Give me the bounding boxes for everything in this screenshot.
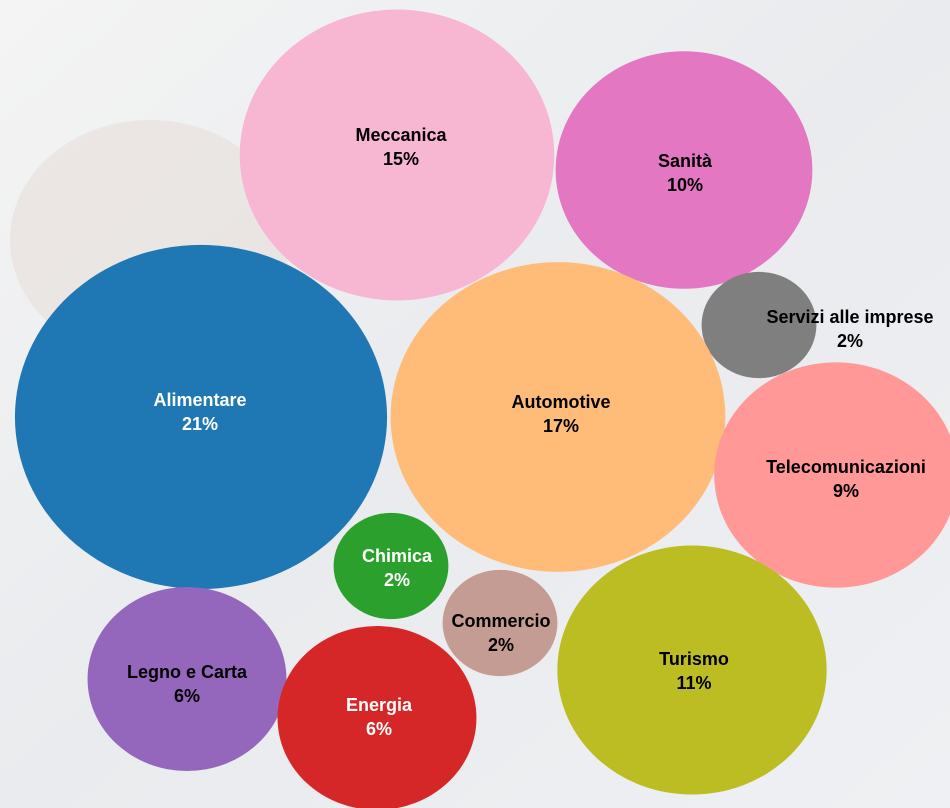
bubble bbox=[555, 51, 813, 289]
value-label: 2% bbox=[837, 331, 863, 351]
bubble-label: Automotive bbox=[512, 392, 611, 412]
bubble bbox=[333, 512, 449, 620]
value-label: 6% bbox=[174, 686, 200, 706]
value-label: 21% bbox=[182, 414, 218, 434]
bubble-label: Telecomunicazioni bbox=[766, 457, 926, 477]
bubble-label: Commercio bbox=[451, 611, 550, 631]
bubble bbox=[14, 244, 388, 590]
bubble-label: Legno e Carta bbox=[127, 662, 248, 682]
bubble bbox=[442, 569, 558, 677]
value-label: 2% bbox=[488, 635, 514, 655]
value-label: 9% bbox=[833, 481, 859, 501]
bubble-label: Meccanica bbox=[355, 125, 447, 145]
value-label: 2% bbox=[384, 570, 410, 590]
bubble bbox=[239, 9, 555, 301]
bubble-label: Servizi alle imprese bbox=[766, 307, 933, 327]
bubble-label: Sanità bbox=[658, 151, 713, 171]
bubble bbox=[714, 362, 950, 588]
bubble bbox=[87, 587, 287, 771]
value-label: 6% bbox=[366, 719, 392, 739]
value-label: 10% bbox=[667, 175, 703, 195]
bubble-label: Energia bbox=[346, 695, 413, 715]
bubble-label: Chimica bbox=[362, 546, 433, 566]
bubble-label: Turismo bbox=[659, 649, 729, 669]
bubble bbox=[701, 271, 817, 379]
value-label: 15% bbox=[383, 149, 419, 169]
bubble-label: Alimentare bbox=[153, 390, 246, 410]
value-label: 17% bbox=[543, 416, 579, 436]
bubble bbox=[277, 626, 477, 808]
value-label: 11% bbox=[676, 673, 711, 693]
bubble bbox=[557, 545, 827, 795]
bubble bbox=[390, 262, 726, 572]
